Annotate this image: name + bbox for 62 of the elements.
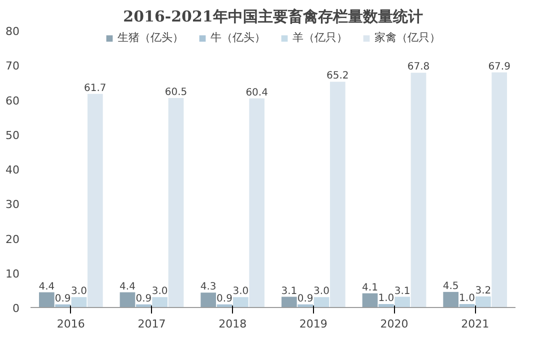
- bar: [38, 292, 54, 308]
- data-label: 65.2: [326, 70, 349, 82]
- bar: [168, 98, 184, 308]
- y-tick-label: 60: [6, 94, 20, 108]
- legend-label: 生猪（亿头）: [118, 30, 184, 45]
- data-label: 3.1: [394, 286, 410, 297]
- bar: [443, 292, 459, 308]
- data-label: 3.1: [281, 286, 298, 297]
- bar: [200, 292, 216, 308]
- bar: [152, 297, 168, 308]
- data-label: 0.9: [54, 293, 71, 304]
- bar: [120, 292, 136, 308]
- data-label: 67.8: [407, 62, 430, 73]
- x-tick-label: 2021: [461, 318, 490, 330]
- bar: [362, 293, 378, 308]
- y-tick-label: 70: [6, 60, 20, 73]
- y-tick-label: 20: [6, 232, 20, 246]
- y-tick-label: 0: [12, 302, 20, 315]
- y-tick-label: 30: [6, 198, 20, 212]
- legend-label: 羊（亿只）: [292, 30, 348, 45]
- y-tick-label: 40: [6, 164, 20, 176]
- data-label: 61.7: [84, 82, 106, 94]
- y-tick-label: 50: [6, 128, 20, 142]
- data-label: 4.3: [200, 282, 216, 293]
- data-label: 3.0: [314, 286, 330, 298]
- data-label: 67.9: [488, 61, 510, 72]
- x-tick-label: 2017: [138, 318, 166, 330]
- data-label: 0.9: [136, 293, 152, 304]
- data-label: 4.1: [362, 282, 378, 294]
- chart-title: 2016-2021年中国主要畜禽存栏量数量统计: [123, 8, 423, 26]
- bar: [492, 72, 508, 308]
- data-label: 3.2: [475, 285, 492, 296]
- data-label: 60.5: [164, 87, 188, 98]
- legend-label: 牛（亿头）: [210, 30, 266, 45]
- data-label: 4.4: [38, 281, 55, 292]
- x-tick-label: 2016: [56, 318, 85, 330]
- bar: [314, 297, 330, 308]
- data-label: 3.0: [71, 286, 87, 298]
- data-label: 0.9: [297, 293, 314, 304]
- bar: [232, 297, 248, 308]
- data-label: 0.9: [216, 293, 232, 304]
- bar: [410, 72, 426, 308]
- bar: [71, 297, 87, 308]
- y-tick-label: 10: [6, 267, 20, 280]
- data-label: 4.4: [120, 281, 136, 292]
- bar: [249, 98, 265, 308]
- data-label: 1.0: [459, 293, 475, 304]
- bar: [87, 94, 103, 308]
- x-tick-label: 2020: [380, 318, 408, 330]
- bar: [281, 296, 297, 308]
- data-label: 3.0: [152, 286, 168, 298]
- legend-label: 家禽（亿只）: [374, 30, 440, 45]
- x-tick-label: 2018: [218, 318, 247, 330]
- data-label: 4.5: [442, 280, 459, 292]
- bar: [330, 82, 346, 308]
- data-label: 1.0: [378, 293, 394, 304]
- bar: [475, 296, 491, 308]
- data-label: 60.4: [246, 87, 268, 98]
- bar: [394, 296, 410, 308]
- x-tick-label: 2019: [299, 318, 328, 330]
- data-label: 3.0: [232, 286, 249, 298]
- y-tick-label: 80: [6, 25, 20, 38]
